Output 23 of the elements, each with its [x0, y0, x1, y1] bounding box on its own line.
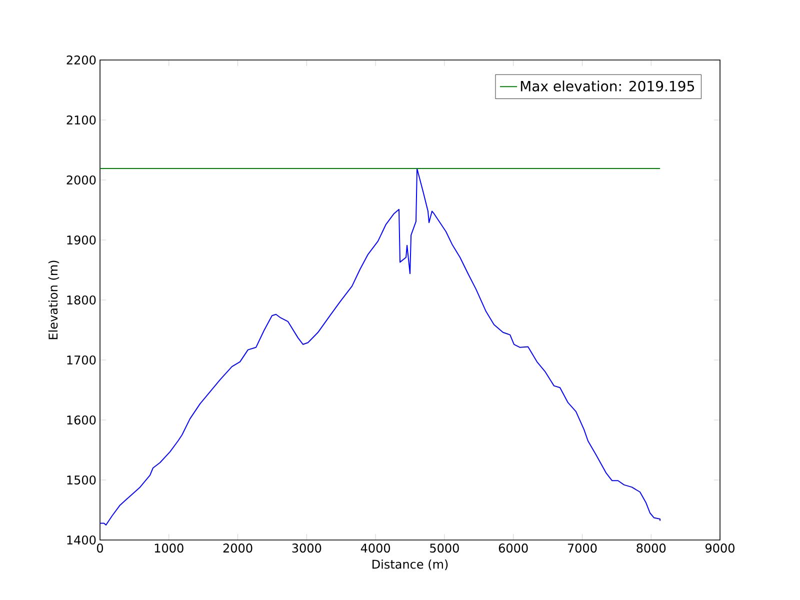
y-tick-label: 1400: [67, 535, 96, 545]
y-tick-label: 1600: [67, 415, 96, 425]
x-tick-label: 1000: [154, 544, 184, 553]
legend-label: Max elevation: 2019.195: [520, 80, 694, 92]
x-tick-label: 8000: [636, 544, 666, 553]
y-tick-label: 1700: [67, 355, 96, 365]
line-series: [100, 168, 661, 526]
x-tick-label: 6000: [498, 544, 528, 553]
x-tick-label: 2000: [223, 544, 252, 553]
x-tick-label: 0: [96, 544, 104, 553]
y-tick-label: 1500: [67, 475, 96, 485]
y-tick-label: 1800: [67, 295, 96, 305]
x-tick-label: 3000: [292, 544, 322, 553]
x-axis-title: Distance (m): [372, 559, 448, 570]
y-tick-label: 2200: [66, 55, 96, 65]
x-tick-label: 5000: [430, 544, 459, 553]
y-tick-label: 1900: [67, 235, 96, 245]
y-tick-label: 2100: [66, 115, 96, 125]
y-axis-title: Elevation (m): [48, 260, 60, 340]
x-tick-label: 4000: [360, 544, 390, 553]
x-tick-label: 9000: [705, 544, 734, 553]
y-tick-label: 2000: [66, 175, 96, 185]
x-tick-label: 7000: [568, 544, 597, 553]
